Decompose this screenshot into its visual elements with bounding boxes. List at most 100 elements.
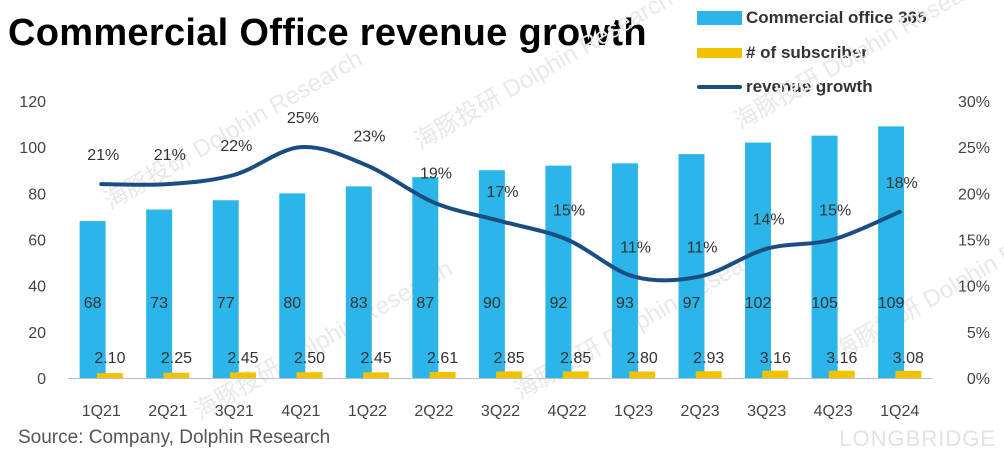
label-revenue-growth: 11% — [687, 239, 718, 256]
bar-office365 — [412, 177, 439, 378]
x-axis-tick: 1Q23 — [614, 403, 653, 420]
legend-item-revenue-growth: revenue growth — [697, 75, 873, 99]
bar-office365 — [478, 170, 505, 378]
source-note: Source: Company, Dolphin Research — [18, 427, 331, 448]
label-subscriber: 2.45 — [227, 350, 258, 367]
watermark-text: 海豚投研 Dolphin Research — [100, 45, 368, 215]
label-revenue-growth: 19% — [420, 166, 452, 183]
bar-office365 — [79, 221, 106, 378]
bar-subscriber — [762, 370, 789, 378]
label-subscriber: 2.80 — [627, 350, 658, 367]
x-axis-tick: 4Q23 — [814, 403, 853, 420]
chart-title: Commercial Office revenue growth — [8, 12, 647, 54]
revenue-growth-line-group — [99, 145, 902, 283]
label-revenue-growth: 25% — [287, 110, 319, 127]
watermark-text: 海豚投研 Dolphin Research — [730, 0, 998, 135]
label-subscriber: 3.16 — [826, 350, 857, 367]
label-revenue-growth: 15% — [819, 203, 851, 220]
x-axis-tick: 4Q22 — [547, 403, 586, 420]
label-office365: 83 — [350, 295, 368, 312]
right-axis-tick: 30% — [958, 94, 990, 111]
bar-office365 — [678, 154, 705, 378]
bar-subscriber — [562, 371, 589, 378]
legend-label-revenue-growth: revenue growth — [746, 77, 873, 96]
label-subscriber: 2.85 — [494, 350, 525, 367]
left-axis-tick: 100 — [19, 140, 46, 157]
label-revenue-growth: 22% — [220, 138, 252, 155]
x-axis-tick: 2Q22 — [414, 403, 453, 420]
bar-subscriber — [163, 372, 190, 378]
bar-office365 — [745, 142, 772, 378]
legend-label-office365: Commercial office 365 — [746, 8, 927, 27]
bar-office365 — [811, 135, 838, 378]
bar-office365 — [345, 186, 372, 378]
label-office365: 68 — [84, 295, 102, 312]
label-revenue-growth: 21% — [154, 147, 186, 164]
label-revenue-growth: 23% — [353, 129, 385, 146]
bar-subscriber — [895, 370, 922, 378]
label-revenue-growth: 15% — [553, 203, 585, 220]
right-axis-tick: 20% — [958, 186, 990, 203]
label-subscriber: 3.16 — [760, 350, 791, 367]
label-office365: 93 — [616, 295, 634, 312]
legend-swatch-subscriber — [697, 48, 742, 58]
label-office365: 73 — [150, 295, 168, 312]
label-subscriber: 2.45 — [360, 350, 391, 367]
legend-swatch-revenue-growth — [697, 85, 742, 89]
label-subscriber: 2.85 — [560, 350, 591, 367]
bar-subscriber — [429, 371, 456, 378]
x-axis-tick: 2Q21 — [148, 403, 187, 420]
bar-subscriber — [828, 370, 855, 378]
legend-label-subscriber: # of subscriber — [746, 43, 868, 62]
bar-office365 — [279, 193, 306, 378]
label-subscriber: 2.10 — [94, 350, 125, 367]
x-axis-tick: 1Q21 — [82, 403, 121, 420]
label-subscriber: 2.25 — [161, 350, 192, 367]
left-axis-tick: 80 — [28, 186, 46, 203]
bar-office365 — [878, 126, 905, 379]
label-office365: 102 — [745, 295, 772, 312]
left-axis-tick: 40 — [28, 279, 46, 296]
left-axis-tick: 0 — [37, 371, 46, 388]
right-axis-tick: 10% — [958, 279, 990, 296]
bar-subscriber — [296, 372, 323, 378]
label-office365: 87 — [416, 295, 434, 312]
label-subscriber: 2.50 — [294, 350, 325, 367]
left-axis-tick: 60 — [28, 233, 46, 250]
revenue-growth-line — [99, 145, 902, 283]
legend-item-subscriber: # of subscriber — [697, 41, 868, 65]
bar-subscriber — [363, 372, 390, 378]
watermark-brand: LONGBRIDGE — [839, 426, 996, 451]
label-revenue-growth: 18% — [886, 175, 918, 192]
data-labels: 68 73 77 80 83 87 90 92 93 97 102 105 109 2.10 2.25 2.4… — [84, 110, 924, 367]
watermark-text: 海豚投研 Dolphin Research — [410, 0, 678, 155]
label-revenue-growth: 21% — [87, 147, 119, 164]
x-axis-tick: 4Q21 — [281, 403, 320, 420]
bar-office365 — [146, 209, 173, 378]
x-axis-tick: 1Q24 — [880, 403, 919, 420]
label-office365: 105 — [811, 295, 838, 312]
legend-swatch-office365 — [697, 11, 742, 25]
right-axis-tick: 15% — [958, 233, 990, 250]
bar-office365 — [212, 200, 239, 378]
bars — [79, 126, 922, 379]
bar-office365 — [545, 165, 572, 378]
bar-subscriber — [695, 371, 722, 378]
label-subscriber: 3.08 — [893, 350, 924, 367]
label-office365: 90 — [483, 295, 501, 312]
right-axis-tick: 5% — [967, 325, 990, 342]
label-subscriber: 2.61 — [427, 350, 458, 367]
right-axis-tick: 25% — [958, 140, 990, 157]
label-subscriber: 2.93 — [693, 350, 724, 367]
label-office365: 77 — [217, 295, 235, 312]
label-office365: 92 — [550, 295, 568, 312]
label-revenue-growth: 17% — [486, 184, 518, 201]
label-revenue-growth: 14% — [753, 212, 785, 229]
legend-item-office365: Commercial office 365 — [697, 6, 926, 30]
x-axis-tick: 1Q22 — [348, 403, 387, 420]
x-axis-tick: 3Q22 — [481, 403, 520, 420]
label-revenue-growth: 11% — [620, 239, 651, 256]
label-office365: 109 — [878, 295, 905, 312]
left-axis-tick: 120 — [19, 94, 46, 111]
axes: 0 20 40 60 80 100 120 0% 5% 10% 15% 20% 25% 30% 1Q21 2Q… — [19, 94, 990, 420]
